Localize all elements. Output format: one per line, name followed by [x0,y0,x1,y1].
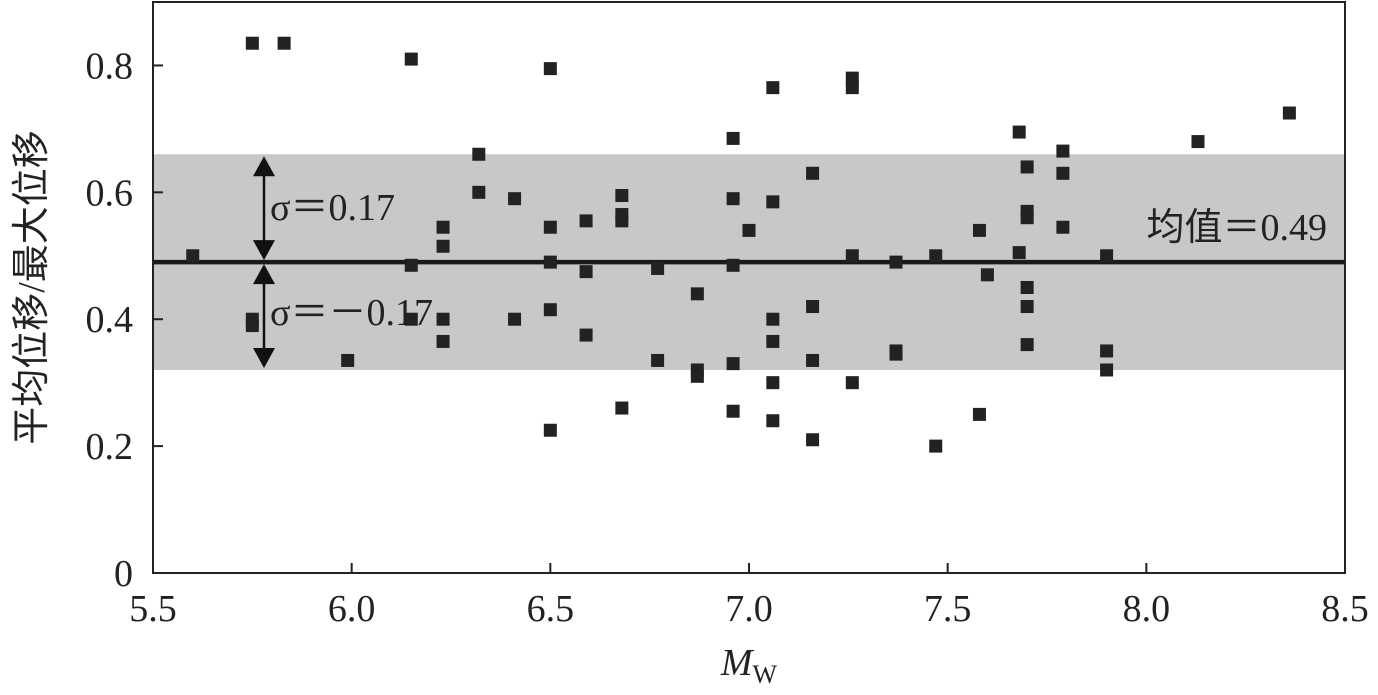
data-point [245,36,259,50]
data-point [742,223,756,237]
data-point [277,36,291,50]
y-axis-ticks: 0 0.2 0.4 0.6 0.8 [86,45,163,595]
data-point [436,239,450,253]
sigma-plus-arrowhead-top [253,156,275,177]
data-point [690,287,704,301]
data-point [726,131,740,145]
data-point [726,192,740,206]
data-point [845,81,859,95]
data-point [472,185,486,199]
y-tick-label: 0.6 [86,172,134,214]
data-points [186,36,1296,453]
data-point [766,195,780,209]
data-point [690,369,704,383]
data-point [972,223,986,237]
data-point [186,249,200,263]
data-point [472,147,486,161]
x-axis-ticks: 5.5 6.0 6.5 7.0 7.5 8.0 8.5 [129,563,1369,630]
data-point [615,401,629,415]
data-point [1020,281,1034,294]
data-point [766,376,780,390]
y-axis-label: 平均位移/最大位移 [11,130,53,445]
data-point [651,353,665,367]
data-point [543,303,557,317]
data-point [1056,220,1070,234]
data-point [1282,106,1296,120]
x-axis-label: MW [720,642,778,689]
sigma-minus-label: σ＝－0.17 [270,292,433,334]
data-point [1100,249,1114,263]
data-point [972,407,986,421]
x-tick-label: 8.0 [1123,588,1171,630]
data-point [615,189,629,203]
data-point [579,214,593,228]
data-point [726,357,740,371]
sigma-minus-arrowhead-bottom [253,347,275,368]
sigma-plus-label: σ＝0.17 [270,187,395,229]
data-point [543,220,557,234]
data-point [1100,363,1114,377]
data-point [436,312,450,326]
data-point [508,312,522,326]
data-point [929,249,943,263]
data-point [543,255,557,269]
data-point [766,414,780,428]
mean-label: 均值＝0.49 [1146,207,1327,249]
data-point [436,220,450,234]
data-point [806,433,820,447]
data-point [845,249,859,263]
data-point [1100,344,1114,358]
data-point [436,334,450,348]
data-point [1012,246,1026,260]
y-tick-label: 0.4 [86,299,134,341]
data-point [1056,166,1070,180]
data-point [726,258,740,272]
data-point [766,81,780,95]
data-point [1020,338,1034,352]
data-point [579,265,593,279]
data-point [806,166,820,180]
x-tick-label: 7.5 [924,588,972,630]
data-point [579,328,593,342]
data-point [543,62,557,76]
data-point [404,52,418,66]
sigma-plus-arrowhead-bottom [253,240,275,261]
y-tick-label: 0 [114,553,133,595]
x-axis-label-subscript: W [753,660,778,689]
data-point [889,255,903,269]
data-point [980,268,994,282]
data-point [404,312,418,326]
data-point [1056,144,1070,158]
x-tick-label: 8.5 [1321,588,1369,630]
data-point [341,353,355,367]
data-point [543,423,557,437]
data-point [1020,211,1034,225]
data-point [726,404,740,418]
x-tick-label: 5.5 [129,588,177,630]
data-point [1012,125,1026,139]
data-point [615,214,629,228]
data-point [508,192,522,206]
x-tick-label: 7.0 [725,588,773,630]
data-point [766,334,780,348]
data-point [1020,300,1034,314]
data-point [766,312,780,326]
data-point [806,353,820,367]
y-tick-label: 0.2 [86,426,134,468]
data-point [889,347,903,361]
data-point [404,258,418,272]
data-point [1191,135,1205,149]
data-point [806,300,820,314]
x-tick-label: 6.5 [527,588,575,630]
data-point [929,439,943,453]
y-tick-label: 0.8 [86,45,134,87]
data-point [845,376,859,390]
data-point [1020,160,1034,174]
x-tick-label: 6.0 [328,588,376,630]
sigma-minus-arrowhead-top [253,264,275,285]
data-point [651,261,665,275]
x-axis-label-main: M [720,642,755,684]
data-point [245,319,259,333]
